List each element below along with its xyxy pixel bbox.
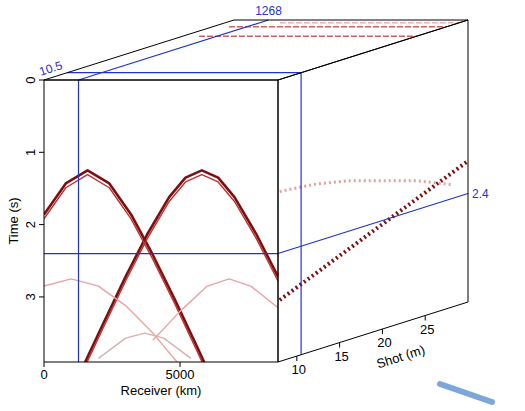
tick-label: 0 [40, 367, 47, 382]
tick-label: 5000 [166, 367, 195, 382]
event-curve [153, 279, 278, 340]
face-edge [44, 20, 468, 80]
event-curve [98, 333, 191, 358]
event-streak [280, 22, 460, 24]
faces [44, 20, 468, 362]
tick [339, 343, 340, 348]
tick-label: 1 [23, 149, 38, 156]
event-curve [77, 170, 278, 380]
receiver-value: 1268 [255, 4, 282, 18]
tick-label: 20 [377, 335, 391, 350]
face-edge [44, 80, 278, 362]
tick [39, 296, 44, 297]
event-streak [229, 26, 447, 28]
event-curve [44, 170, 218, 392]
event-curve [44, 175, 218, 397]
crosshair-labels: 10.5 1268 2.4 [38, 4, 489, 201]
cube-chart: 10.5 1268 2.4 0 1 2 3 Time (s) 0 5000Receiver (km… [0, 0, 525, 411]
face-fill [44, 80, 278, 362]
decoration [440, 384, 492, 402]
receiver-axis: 0 5000Receiver (km) [40, 362, 201, 398]
event-speckle [280, 161, 468, 300]
tick [296, 356, 297, 361]
axis-title: Shot (m) [375, 342, 427, 371]
time-value: 2.4 [472, 187, 489, 201]
tick-label: 2 [23, 221, 38, 228]
event-streak [199, 35, 417, 37]
axis-title: Time (s) [6, 197, 21, 244]
shot-line [67, 72, 301, 73]
tick-label: 3 [23, 293, 38, 300]
tick-label: 15 [334, 349, 348, 364]
cube-frame [44, 20, 468, 362]
tick [39, 80, 44, 81]
receiver-line [79, 20, 269, 80]
shot-value: 10.5 [38, 58, 65, 78]
shot-axis: 10 15 20 25 Shot (m) [292, 316, 435, 378]
tick-label: 0 [23, 76, 38, 83]
tick [382, 329, 383, 334]
tick [39, 152, 44, 153]
event-curve [77, 175, 278, 385]
time-axis: 0 1 2 3 Time (s) [6, 76, 44, 300]
event-speckle [280, 181, 451, 192]
axis-title: Receiver (km) [121, 383, 202, 398]
shot-line [301, 73, 302, 355]
tick [425, 316, 426, 321]
tick [39, 224, 44, 225]
tick-label: 10 [292, 362, 306, 377]
side-slice [280, 161, 468, 300]
event-curve [44, 279, 180, 366]
time-line [44, 253, 278, 254]
tick-label: 25 [420, 322, 434, 337]
time-line [278, 194, 468, 254]
arrow-shaft [440, 384, 492, 402]
receiver-line [78, 80, 79, 362]
face-fill [44, 20, 468, 80]
crosshair [44, 20, 468, 362]
